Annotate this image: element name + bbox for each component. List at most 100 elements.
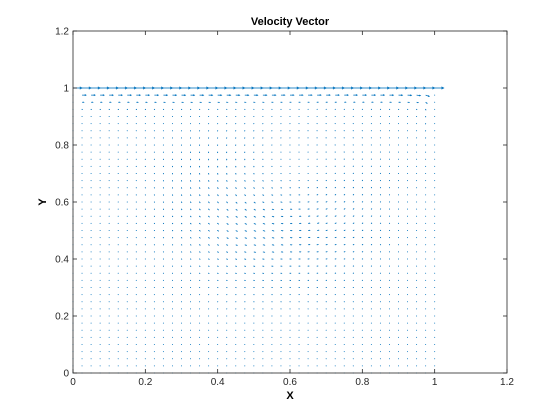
vector-arrow xyxy=(153,201,155,203)
vector-arrow xyxy=(189,144,192,146)
vector-arrow xyxy=(379,322,381,324)
vector-arrow xyxy=(244,287,246,289)
vector-arrow xyxy=(144,137,146,139)
vector-arrow xyxy=(190,180,192,182)
vector-arrow xyxy=(398,194,400,196)
vector-arrow xyxy=(253,144,255,146)
vector-arrow xyxy=(280,86,291,90)
vector-arrow xyxy=(298,258,301,260)
vector-arrow xyxy=(81,301,83,303)
vector-arrow xyxy=(144,165,146,167)
vector-arrow xyxy=(289,287,291,288)
vector-arrow xyxy=(181,272,183,274)
vector-arrow xyxy=(108,322,110,324)
vector-arrow xyxy=(127,86,138,90)
vector-arrow xyxy=(271,215,275,218)
vector-arrow xyxy=(99,358,101,360)
vector-arrow xyxy=(199,108,201,110)
vector-arrow xyxy=(117,180,119,182)
vector-arrow xyxy=(280,336,282,338)
vector-arrow xyxy=(316,158,318,160)
vector-arrow xyxy=(217,201,219,204)
vector-arrow xyxy=(199,123,201,125)
vector-arrow xyxy=(325,322,327,324)
vector-arrow xyxy=(361,172,363,174)
vector-arrow xyxy=(334,108,336,110)
vector-arrow xyxy=(325,108,327,110)
vector-arrow xyxy=(244,351,246,353)
vector-arrow xyxy=(90,215,92,217)
vector-arrow xyxy=(398,116,399,117)
vector-arrow xyxy=(180,137,182,139)
vector-arrow xyxy=(298,130,300,132)
y-axis-ticks: 00.20.40.60.811.2 xyxy=(55,27,507,380)
vector-arrow xyxy=(334,151,336,153)
vector-arrow xyxy=(135,173,137,174)
vector-arrow xyxy=(253,180,255,182)
vector-arrow xyxy=(398,251,399,253)
vector-arrow xyxy=(181,173,183,175)
vector-arrow xyxy=(434,230,436,231)
vector-arrow xyxy=(307,294,309,296)
vector-arrow xyxy=(388,194,391,196)
vector-arrow xyxy=(370,151,372,153)
vector-arrow xyxy=(162,251,165,253)
vector-arrow xyxy=(325,215,328,217)
vector-arrow xyxy=(171,108,174,110)
x-tick-label: 0.4 xyxy=(211,377,225,388)
vector-arrow xyxy=(361,179,363,182)
vector-arrow xyxy=(244,208,247,211)
vector-arrow xyxy=(171,237,174,239)
vector-arrow xyxy=(370,329,372,331)
vector-arrow xyxy=(108,336,110,338)
vector-arrow xyxy=(208,201,210,204)
vector-arrow xyxy=(416,173,418,174)
vector-arrow xyxy=(217,144,219,146)
vector-arrow xyxy=(199,230,201,232)
vector-arrow xyxy=(135,251,137,253)
vector-arrow xyxy=(244,137,246,139)
vector-arrow xyxy=(199,351,201,353)
vector-arrow xyxy=(90,222,92,224)
vector-arrow xyxy=(379,165,381,167)
vector-arrow xyxy=(253,173,255,175)
vector-arrow xyxy=(298,365,300,367)
vector-arrow xyxy=(199,322,201,324)
vector-arrow xyxy=(289,301,291,303)
vector-arrow xyxy=(226,308,228,310)
vector-arrow xyxy=(144,287,146,288)
vector-arrow xyxy=(352,258,355,260)
vector-arrow xyxy=(99,336,101,338)
vector-arrow xyxy=(253,258,256,260)
vector-arrow xyxy=(416,344,418,345)
vector-arrow xyxy=(434,144,436,146)
vector-arrow xyxy=(135,329,137,331)
vector-arrow xyxy=(126,165,128,167)
vector-arrow xyxy=(208,308,210,310)
vector-arrow xyxy=(217,308,219,310)
vector-arrow xyxy=(235,301,237,303)
vector-arrow xyxy=(425,272,427,274)
vector-arrow xyxy=(171,116,173,117)
vector-arrow xyxy=(226,365,228,367)
vector-arrow xyxy=(144,201,146,203)
vector-arrow xyxy=(407,158,409,160)
vector-arrow xyxy=(262,144,264,146)
vector-arrow xyxy=(388,272,390,274)
vector-arrow xyxy=(153,265,155,267)
vector-arrow xyxy=(144,294,146,296)
vector-arrow xyxy=(416,215,418,217)
vector-arrow xyxy=(226,116,228,117)
vector-arrow xyxy=(352,315,354,317)
vector-arrow xyxy=(407,301,409,303)
vector-arrow xyxy=(135,301,137,303)
vector-arrow xyxy=(100,86,110,90)
vector-arrow xyxy=(99,165,101,167)
vector-arrow xyxy=(325,358,327,360)
vector-arrow xyxy=(171,123,173,125)
vector-arrow xyxy=(181,158,182,161)
vector-arrow xyxy=(117,173,119,174)
vector-arrow xyxy=(90,244,92,246)
vector-arrow xyxy=(117,144,119,146)
vector-arrow xyxy=(171,322,173,324)
